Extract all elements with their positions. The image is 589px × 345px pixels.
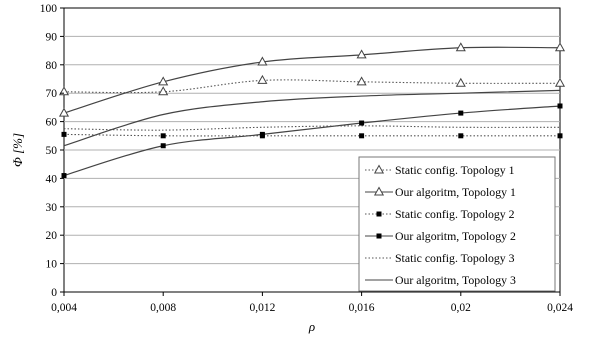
data-point-2 xyxy=(554,42,566,52)
y-tick-label: 100 xyxy=(40,3,58,15)
data-point-1 xyxy=(554,77,566,87)
data-point-3 xyxy=(359,133,365,139)
y-tick-label: 70 xyxy=(46,88,58,100)
legend-label-1: Static config. Topology 1 xyxy=(395,163,515,177)
y-tick-label: 0 xyxy=(51,287,57,299)
legend: Static config. Topology 1 Our algoritm, T… xyxy=(358,156,556,292)
series-line-3 xyxy=(63,133,560,137)
x-axis-label: ρ xyxy=(308,319,315,334)
y-tick-label: 40 xyxy=(46,173,58,185)
data-point-4 xyxy=(359,120,365,126)
x-tick-label: 0,016 xyxy=(349,302,375,314)
data-point-4 xyxy=(458,110,464,116)
x-tick-label: 0,004 xyxy=(51,302,77,314)
series-line-2 xyxy=(63,46,561,114)
series-line-4 xyxy=(63,105,561,177)
legend-marker-4 xyxy=(376,233,382,239)
y-tick-label: 90 xyxy=(46,31,58,43)
legend-marker-1 xyxy=(373,164,385,174)
data-point-2 xyxy=(58,107,70,117)
legend-label-3: Static config. Topology 2 xyxy=(395,207,515,221)
legend-marker-3 xyxy=(376,211,382,217)
x-tick-label: 0,008 xyxy=(150,302,176,314)
legend-label-4: Our algoritm, Topology 2 xyxy=(395,229,516,243)
y-tick-label: 50 xyxy=(46,145,58,157)
data-point-4 xyxy=(61,173,67,179)
data-point-3 xyxy=(61,131,67,137)
data-point-2 xyxy=(455,42,466,52)
data-point-1 xyxy=(455,77,466,87)
data-point-4 xyxy=(557,103,563,109)
data-point-1 xyxy=(158,86,169,96)
series-group xyxy=(63,46,561,177)
x-tick-label: 0,012 xyxy=(249,302,275,314)
data-point-1 xyxy=(356,76,367,86)
series-line-5 xyxy=(63,125,561,131)
x-tick-label: 0,024 xyxy=(547,302,573,314)
y-tick-label: 10 xyxy=(46,259,58,271)
data-point-2 xyxy=(257,56,268,66)
data-point-2 xyxy=(158,76,169,86)
data-point-1 xyxy=(257,74,268,84)
legend-label-2: Our algoritm, Topology 1 xyxy=(395,185,516,199)
y-tick-label: 80 xyxy=(46,60,58,72)
legend-marker-2 xyxy=(373,186,385,196)
series-line-6 xyxy=(63,89,561,147)
data-point-3 xyxy=(160,133,166,139)
y-axis-label: Φ [%] xyxy=(10,133,25,167)
x-axis-ticks: 0,004 0,008 0,012 0,016 0,02 0,024 xyxy=(51,292,573,314)
y-axis-ticks: 0 10 20 30 40 50 60 70 80 90 100 xyxy=(40,3,64,299)
y-tick-label: 20 xyxy=(46,230,58,242)
y-tick-label: 60 xyxy=(46,117,58,129)
data-point-2 xyxy=(356,49,367,59)
marker-group xyxy=(58,42,566,179)
legend-box xyxy=(358,156,556,292)
legend-label-5: Static config. Topology 3 xyxy=(395,251,515,265)
y-tick-label: 30 xyxy=(46,202,58,214)
data-point-4 xyxy=(259,131,265,137)
data-point-3 xyxy=(458,133,464,139)
legend-label-6: Our algoritm, Topology 3 xyxy=(395,273,516,287)
data-point-4 xyxy=(160,143,166,149)
data-point-3 xyxy=(557,133,563,139)
series-line-1 xyxy=(63,79,561,94)
x-tick-label: 0,02 xyxy=(451,302,471,314)
